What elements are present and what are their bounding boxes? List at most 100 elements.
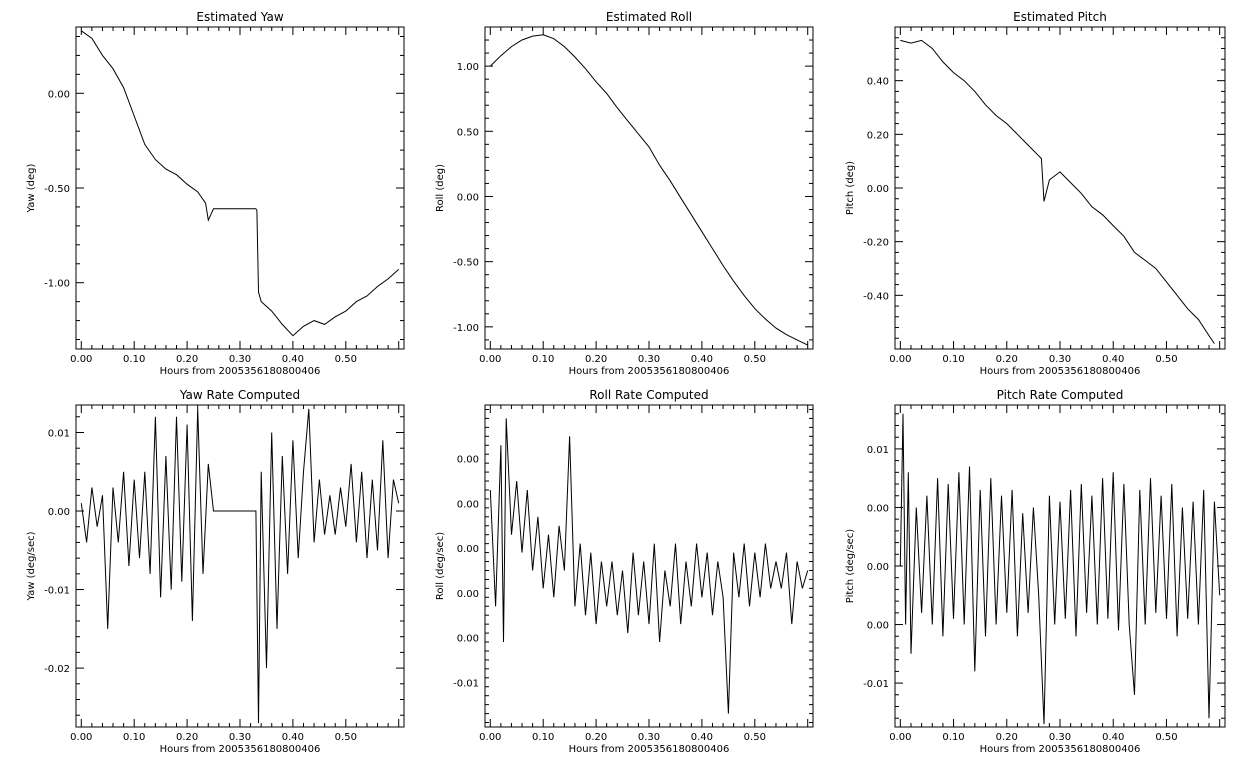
yaw-rate-xtick-label: 0.50 (335, 732, 357, 743)
roll-rate-xtick-label: 0.00 (479, 732, 501, 743)
estimated-roll-xtick-label: 0.30 (638, 354, 660, 365)
estimated-roll-xtick-label: 0.50 (744, 354, 766, 365)
estimated-yaw-xtick-label: 0.30 (229, 354, 251, 365)
estimated-roll-ytick-label: -0.50 (453, 258, 479, 269)
estimated-roll-ylabel: Roll (deg) (435, 164, 446, 212)
estimated-yaw-xtick-label: 0.20 (176, 354, 198, 365)
roll-rate-xtick-label: 0.50 (744, 732, 766, 743)
roll-rate-title: Roll Rate Computed (589, 388, 708, 402)
estimated-pitch-series-line (900, 39, 1215, 344)
estimated-roll-chart: Estimated Roll 0.00 0.10 0.20 0.30 0.40 0.50 1.… (435, 10, 814, 377)
roll-rate-xtick-label: 0.20 (585, 732, 607, 743)
estimated-roll-frame (484, 26, 814, 350)
pitch-rate-ytick-label: 0.01 (867, 445, 889, 456)
estimated-pitch-xtick-label: 0.40 (1102, 354, 1124, 365)
roll-rate-ytick-label: -0.01 (453, 678, 479, 689)
yaw-rate-xlabel: Hours from 2005356180800406 (160, 744, 321, 755)
yaw-rate-frame (75, 404, 405, 728)
estimated-pitch-ytick-label: -0.20 (863, 238, 889, 249)
pitch-rate-series-line (899, 413, 1221, 725)
roll-rate-xtick-label: 0.10 (532, 732, 554, 743)
estimated-pitch-xtick-label: 0.20 (996, 354, 1018, 365)
roll-rate-series-line (489, 418, 809, 714)
estimated-pitch-xtick-label: 0.10 (942, 354, 964, 365)
roll-rate-ytick-label: 0.00 (457, 455, 479, 466)
pitch-rate-ylabel: Pitch (deg/sec) (845, 529, 856, 604)
estimated-yaw-ytick-label: 0.00 (48, 89, 70, 100)
pitch-rate-ytick-label: 0.00 (867, 562, 889, 573)
pitch-rate-xtick-label: 0.30 (1049, 732, 1071, 743)
estimated-pitch-ylabel: Pitch (deg) (845, 161, 856, 215)
estimated-pitch-xlabel: Hours from 2005356180800406 (980, 366, 1141, 377)
estimated-roll-ytick-label: 1.00 (457, 62, 479, 73)
estimated-yaw-title: Estimated Yaw (196, 10, 283, 24)
estimated-yaw-xtick-label: 0.10 (123, 354, 145, 365)
roll-rate-ytick-label: 0.00 (457, 634, 479, 645)
estimated-pitch-frame (894, 26, 1226, 350)
yaw-rate-ytick-label: -0.02 (44, 664, 70, 675)
estimated-yaw-xlabel: Hours from 2005356180800406 (160, 366, 321, 377)
pitch-rate-xtick-label: 0.20 (996, 732, 1018, 743)
pitch-rate-xtick-label: 0.40 (1102, 732, 1124, 743)
estimated-pitch-ytick-label: 0.40 (867, 77, 889, 88)
roll-rate-ytick-label: 0.00 (457, 544, 479, 555)
estimated-roll-xtick-label: 0.40 (691, 354, 713, 365)
estimated-yaw-ylabel: Yaw (deg) (26, 163, 37, 213)
yaw-rate-series-line (80, 408, 400, 724)
yaw-rate-ytick-label: 0.01 (48, 428, 70, 439)
estimated-yaw-frame (75, 26, 405, 350)
yaw-rate-chart: Yaw Rate Computed 0.00 0.10 0.20 0.30 0.40 0.5… (26, 388, 405, 755)
estimated-roll-ytick-label: 0.50 (457, 127, 479, 138)
estimated-pitch-title: Estimated Pitch (1013, 10, 1107, 24)
roll-rate-xlabel: Hours from 2005356180800406 (569, 744, 730, 755)
estimated-roll-ytick-label: -1.00 (453, 323, 479, 334)
estimated-pitch-xtick-label: 0.30 (1049, 354, 1071, 365)
estimated-roll-xtick-label: 0.00 (479, 354, 501, 365)
estimated-yaw-series-line (81, 30, 400, 337)
roll-rate-ytick-label: 0.00 (457, 589, 479, 600)
yaw-rate-xtick-label: 0.30 (229, 732, 251, 743)
roll-rate-ytick-label: 0.00 (457, 499, 479, 510)
roll-rate-xtick-label: 0.30 (638, 732, 660, 743)
yaw-rate-ytick-label: 0.00 (48, 507, 70, 518)
yaw-rate-xtick-label: 0.10 (123, 732, 145, 743)
yaw-rate-xtick-label: 0.00 (70, 732, 92, 743)
estimated-roll-xtick-label: 0.10 (532, 354, 554, 365)
estimated-pitch-xtick-label: 0.50 (1155, 354, 1177, 365)
pitch-rate-xtick-label: 0.00 (889, 732, 911, 743)
estimated-pitch-ytick-label: 0.20 (867, 130, 889, 141)
pitch-rate-xtick-label: 0.10 (942, 732, 964, 743)
estimated-yaw-ytick-label: -0.50 (44, 184, 70, 195)
yaw-rate-ylabel: Yaw (deg/sec) (26, 531, 37, 601)
pitch-rate-ytick-label: 0.00 (867, 503, 889, 514)
yaw-rate-title: Yaw Rate Computed (179, 388, 300, 402)
estimated-roll-ytick-label: 0.00 (457, 192, 479, 203)
estimated-roll-xlabel: Hours from 2005356180800406 (569, 366, 730, 377)
roll-rate-xtick-label: 0.40 (691, 732, 713, 743)
pitch-rate-xtick-label: 0.50 (1155, 732, 1177, 743)
pitch-rate-frame (894, 404, 1226, 728)
roll-rate-chart: Roll Rate Computed 0.00 0.10 0.20 0.30 0.40 0.… (435, 388, 814, 755)
estimated-pitch-ytick-label: -0.40 (863, 291, 889, 302)
yaw-rate-xtick-label: 0.20 (176, 732, 198, 743)
pitch-rate-title: Pitch Rate Computed (997, 388, 1124, 402)
estimated-yaw-ytick-label: -1.00 (44, 279, 70, 290)
roll-rate-frame (484, 404, 814, 728)
estimated-pitch-ytick-label: 0.00 (867, 184, 889, 195)
yaw-rate-xtick-label: 0.40 (282, 732, 304, 743)
estimated-pitch-xtick-label: 0.00 (889, 354, 911, 365)
pitch-rate-ytick-label: -0.01 (863, 679, 889, 690)
pitch-rate-xlabel: Hours from 2005356180800406 (980, 744, 1141, 755)
roll-rate-ylabel: Roll (deg/sec) (435, 532, 446, 600)
estimated-roll-title: Estimated Roll (606, 10, 692, 24)
pitch-rate-chart: Pitch Rate Computed 0.00 0.10 0.20 0.30 0.40 0… (845, 388, 1226, 755)
estimated-roll-series-line (489, 34, 808, 346)
pitch-rate-ytick-label: 0.00 (867, 621, 889, 632)
estimated-yaw-xtick-label: 0.50 (335, 354, 357, 365)
estimated-yaw-xtick-label: 0.40 (282, 354, 304, 365)
estimated-pitch-chart: Estimated Pitch 0.00 0.10 0.20 0.30 0.40 0.50 0… (845, 10, 1226, 377)
estimated-yaw-xtick-label: 0.00 (70, 354, 92, 365)
estimated-yaw-chart: Estimated Yaw 0.00 0.10 0.20 0.30 0.40 0.50 0.0… (26, 10, 405, 377)
estimated-roll-xtick-label: 0.20 (585, 354, 607, 365)
